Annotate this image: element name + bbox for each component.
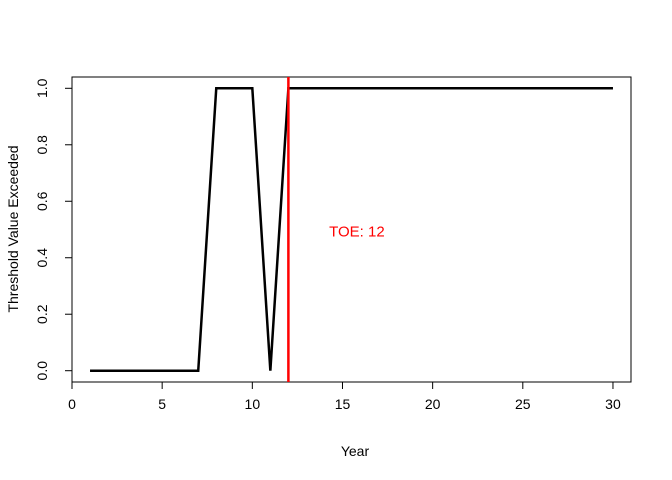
x-tick-label: 0 bbox=[68, 396, 76, 412]
x-tick-label: 10 bbox=[245, 396, 261, 412]
y-tick-label: 0.6 bbox=[34, 191, 50, 211]
x-tick-label: 20 bbox=[425, 396, 441, 412]
x-axis-title: Year bbox=[341, 443, 370, 459]
toe-annotation: TOE: 12 bbox=[329, 223, 385, 240]
x-axis: 0 5 10 15 20 25 30 bbox=[68, 381, 621, 412]
y-tick-label: 1.0 bbox=[34, 78, 50, 98]
series-layer bbox=[90, 87, 613, 372]
y-axis-title: Threshold Value Exceeded bbox=[5, 145, 21, 312]
y-axis: 0.0 0.2 0.4 0.6 0.8 1.0 bbox=[34, 78, 73, 381]
x-tick-label: 30 bbox=[605, 396, 621, 412]
x-tick-label: 15 bbox=[335, 396, 351, 412]
y-tick-label: 0.4 bbox=[34, 248, 50, 268]
x-tick-label: 25 bbox=[515, 396, 531, 412]
y-tick-label: 0.8 bbox=[34, 135, 50, 155]
series-line bbox=[90, 87, 613, 372]
x-tick-label: 5 bbox=[158, 396, 166, 412]
y-tick-label: 0.0 bbox=[34, 361, 50, 381]
y-tick-label: 0.2 bbox=[34, 304, 50, 324]
